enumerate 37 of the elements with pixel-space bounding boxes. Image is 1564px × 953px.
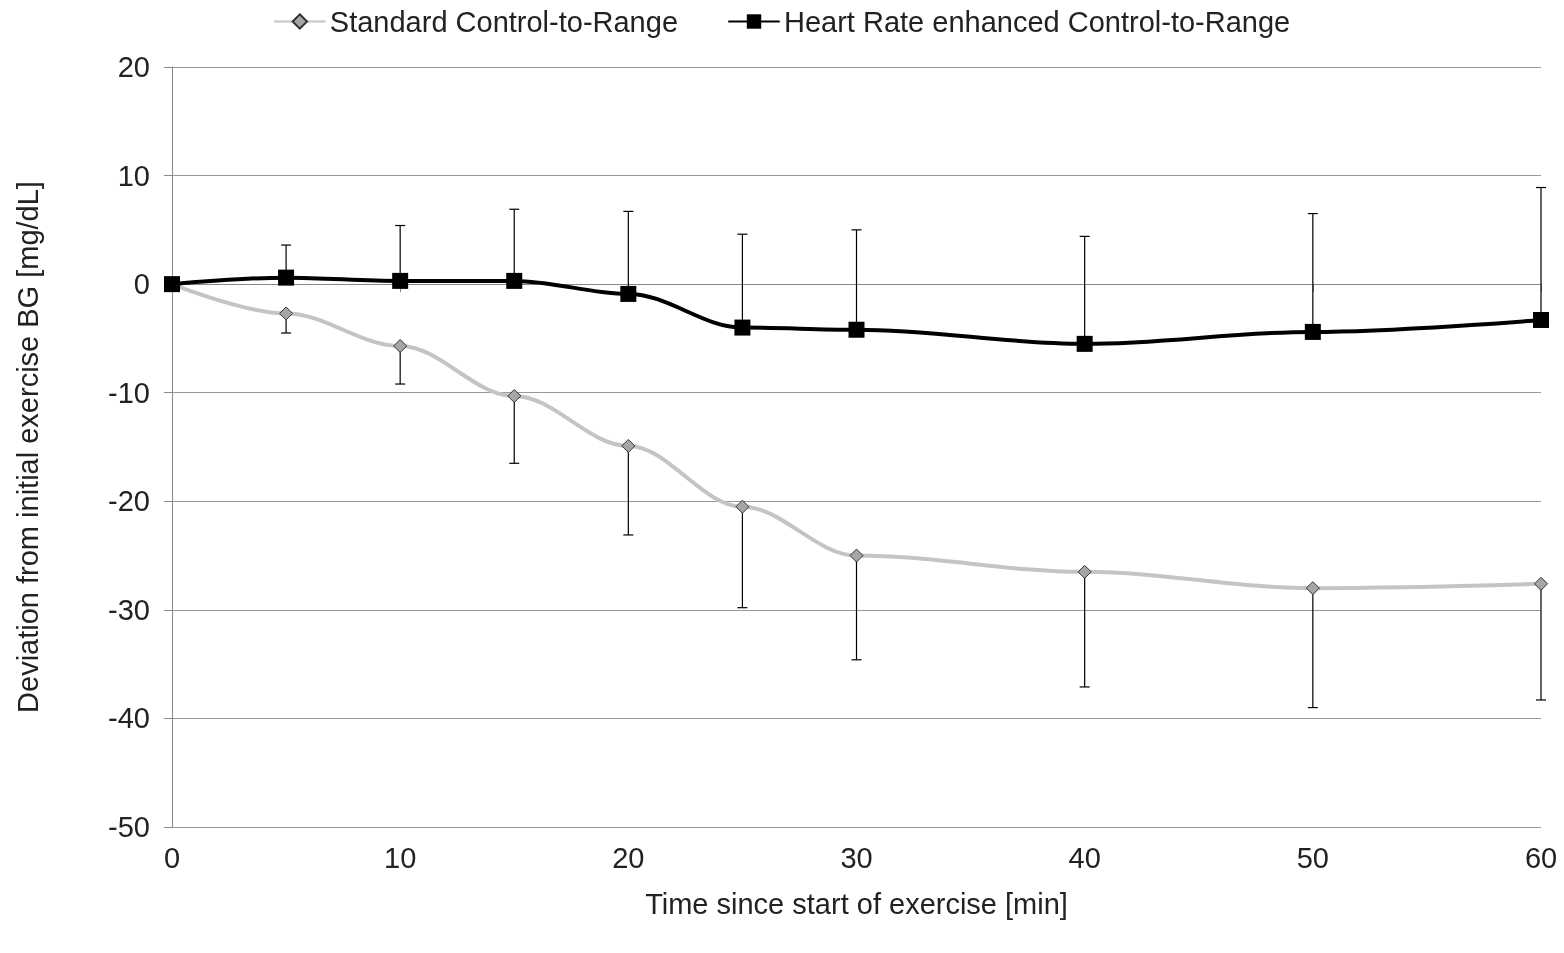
y-tick-label: 20 — [117, 51, 150, 83]
legend-label: Heart Rate enhanced Control-to-Range — [784, 5, 1291, 38]
x-tick-label: 60 — [1524, 841, 1558, 874]
x-tick-label: 30 — [840, 841, 873, 874]
x-tick-label: 40 — [1068, 841, 1101, 874]
point — [1305, 581, 1320, 596]
point — [848, 321, 865, 338]
y-tick-label: 0 — [133, 268, 150, 301]
legend-label: Standard Control-to-Range — [329, 5, 679, 38]
point — [1076, 335, 1093, 352]
point — [392, 272, 409, 289]
point — [279, 306, 294, 321]
y-axis-title: Deviation from initial exercise BG [mg/dL] — [11, 181, 44, 713]
point — [393, 339, 408, 354]
x-tick-label: 10 — [384, 841, 417, 874]
point — [507, 388, 522, 403]
x-axis-title: Time since start of exercise [min] — [645, 887, 1068, 920]
x-tick-label: 50 — [1296, 841, 1329, 874]
point — [735, 499, 750, 514]
point — [849, 548, 864, 563]
y-tick-label: -50 — [108, 811, 150, 843]
y-tick-label: 10 — [117, 159, 150, 192]
x-tick-label: 0 — [163, 841, 181, 874]
point — [1077, 564, 1092, 579]
point — [620, 285, 637, 302]
y-tick-label: -10 — [108, 376, 150, 409]
point — [1534, 576, 1548, 591]
y-tick-label: -40 — [108, 702, 150, 735]
point — [621, 438, 636, 453]
point — [278, 269, 295, 286]
point — [1533, 311, 1549, 328]
point — [1304, 323, 1321, 340]
y-tick-label: -20 — [108, 485, 150, 518]
y-tick-label: -30 — [108, 593, 150, 626]
point — [506, 272, 523, 289]
x-tick-label: 20 — [612, 841, 645, 874]
point — [734, 319, 751, 336]
